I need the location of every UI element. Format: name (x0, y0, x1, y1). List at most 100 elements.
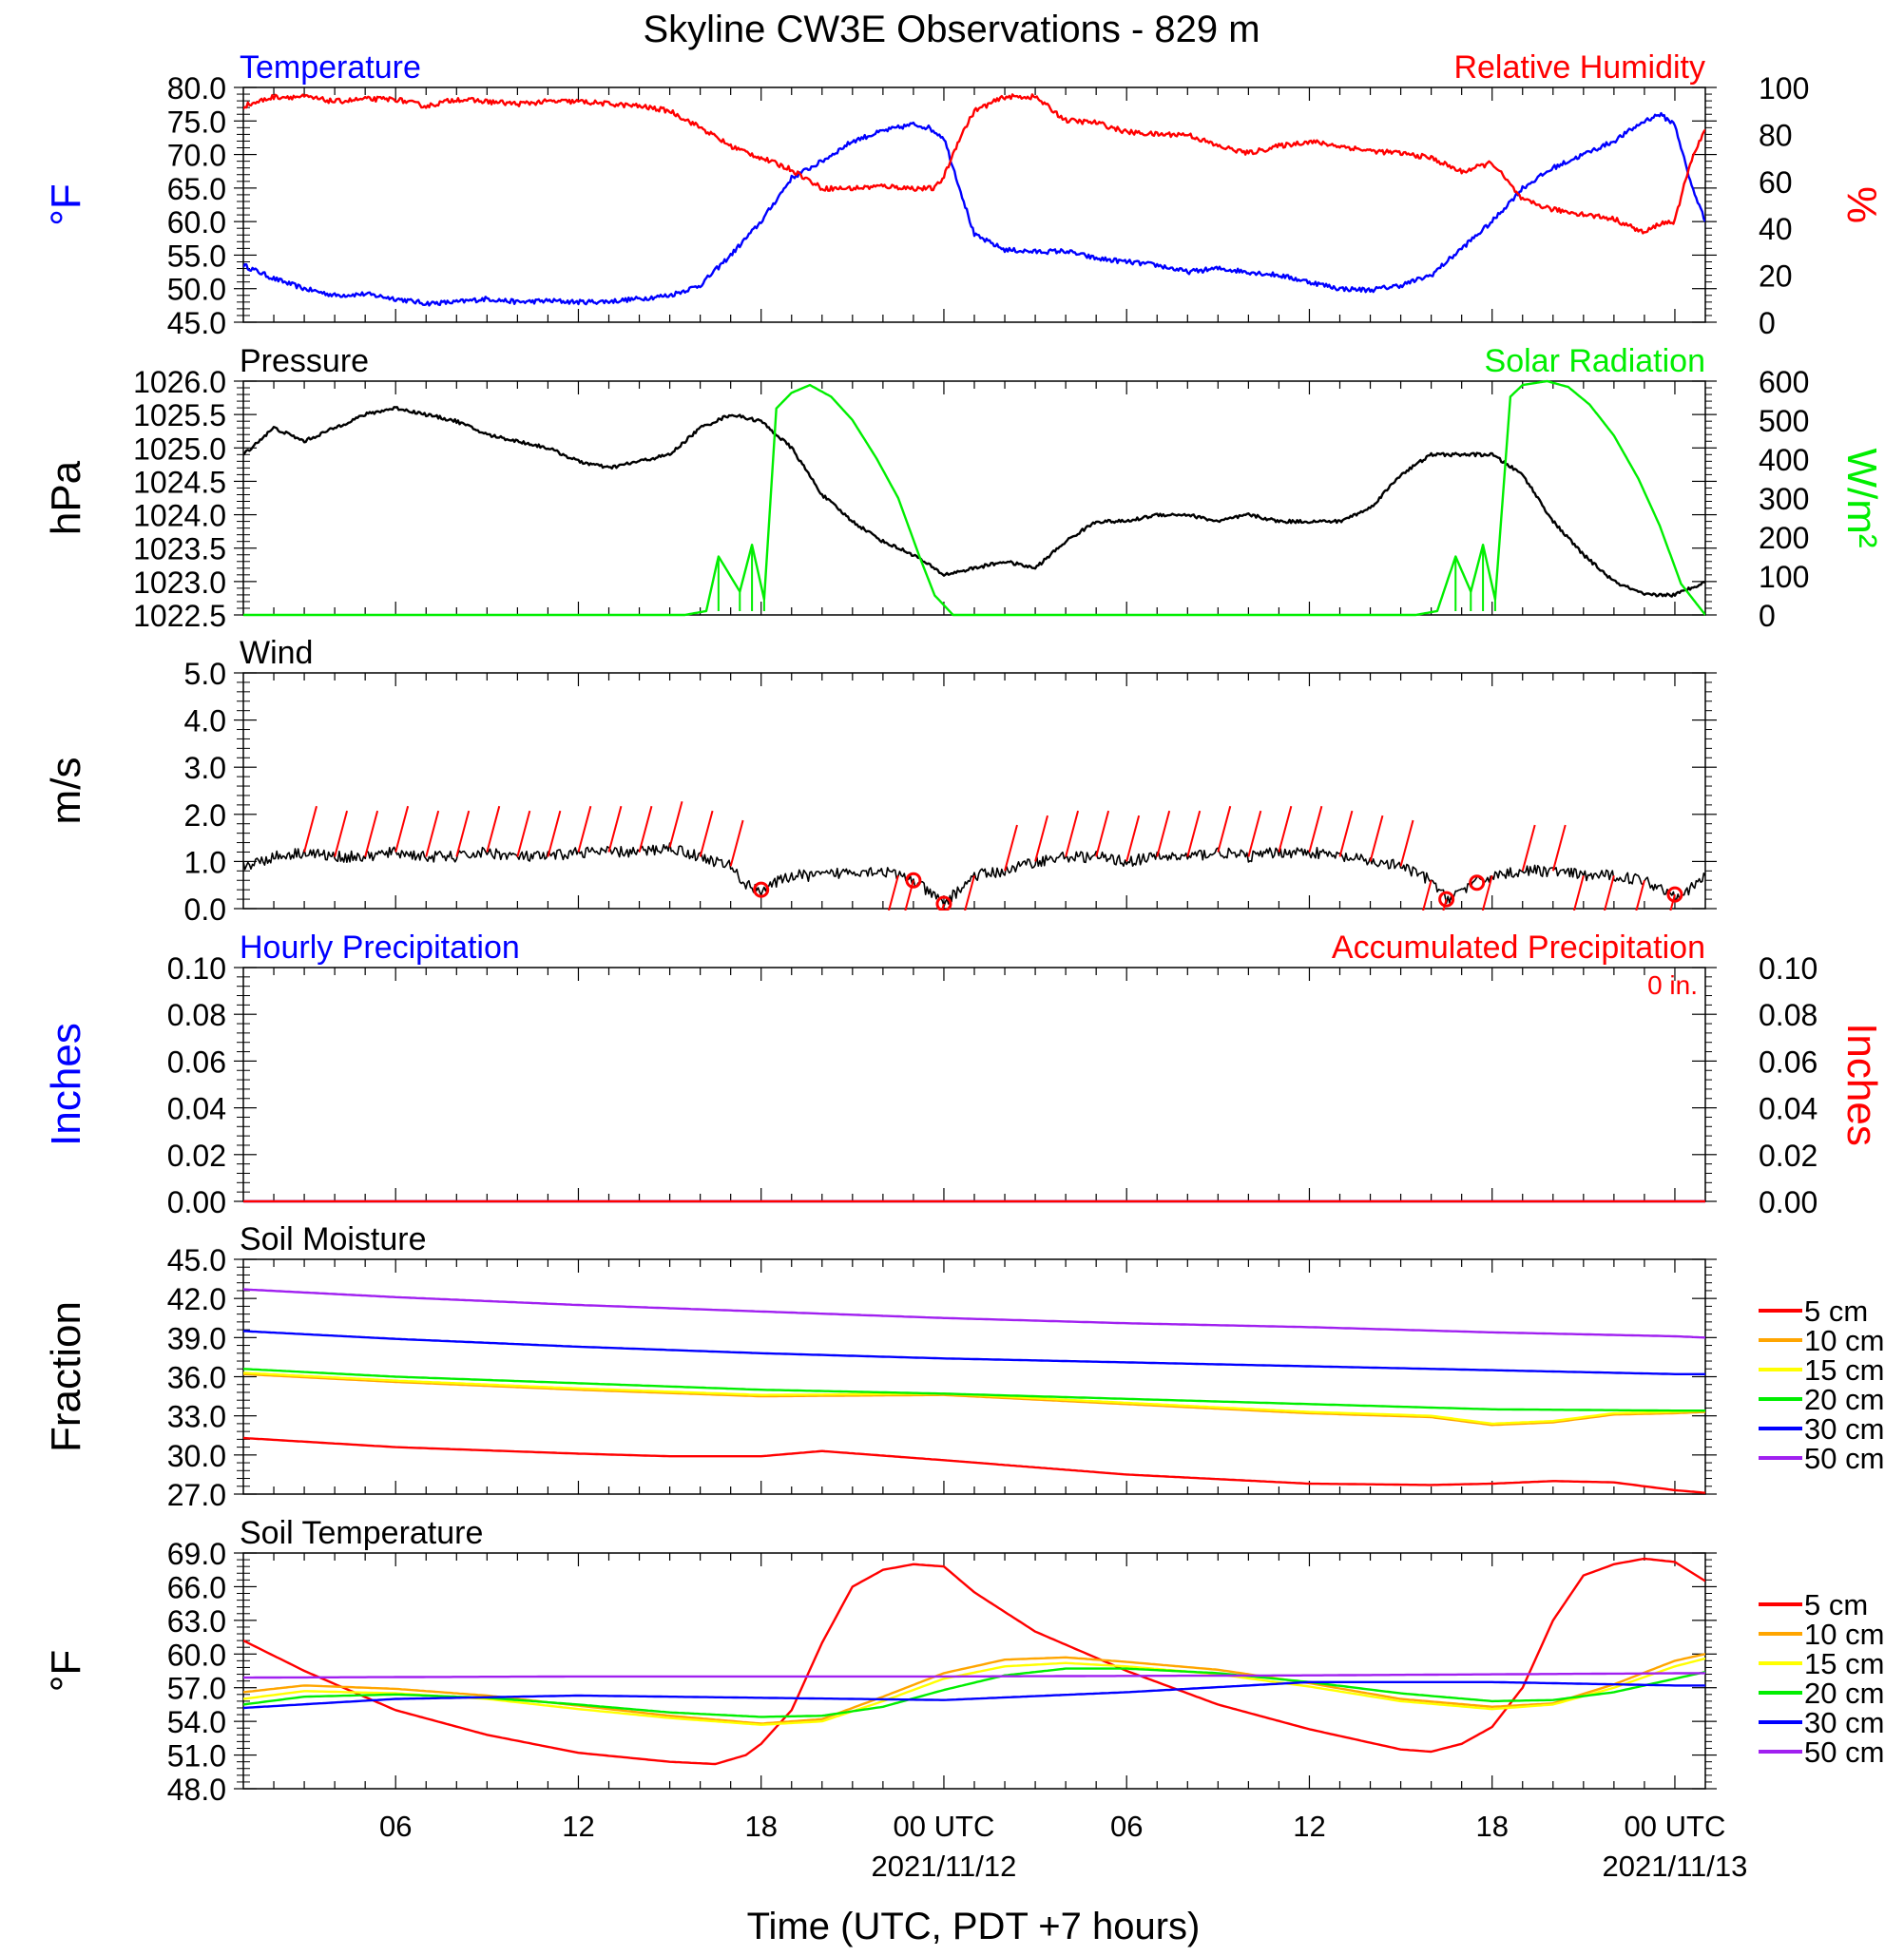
wind-barb (607, 805, 623, 853)
y-tick-label-left: 42.0 (167, 1282, 226, 1316)
panel-title-left: Wind (240, 635, 313, 671)
y-tick-label-left: 55.0 (167, 239, 226, 273)
wind-barb (888, 875, 899, 911)
wind-barb (1125, 815, 1141, 862)
y-tick-label-left: 1025.0 (133, 431, 226, 466)
y-tick-label-left: 2.0 (184, 798, 226, 833)
y-tick-label-right: 100 (1759, 71, 1809, 105)
y-tick-label-left: 80.0 (167, 71, 226, 105)
panel-title-left: Hourly Precipitation (240, 930, 520, 966)
panel-title-left: Soil Temperature (240, 1515, 483, 1551)
y-tick-label-left: 63.0 (167, 1604, 226, 1639)
chart-title: Skyline CW3E Observations - 829 m (643, 9, 1260, 50)
series-group (243, 1557, 1705, 1766)
panel-pres_solar: 1026.01025.51025.01024.51024.01023.51023… (43, 343, 1885, 633)
y-axis-label-left: hPa (43, 460, 89, 535)
wind-barb (1156, 810, 1171, 857)
y-tick-label-left: 51.0 (167, 1739, 226, 1774)
y-tick-label-left: 75.0 (167, 105, 226, 139)
wind-barb (1065, 810, 1080, 857)
panel-wind: 5.0 4.0 3.0 2.0 1.0 0.0 m/s Wind (43, 635, 1717, 927)
panel-title-left: Temperature (240, 49, 421, 86)
y-tick-label-left: 65.0 (167, 172, 226, 206)
y-tick-label-left: 1023.0 (133, 566, 226, 600)
legend-label: 10 cm (1804, 1324, 1884, 1357)
y-tick-label-right: 20 (1759, 259, 1793, 294)
wind-barb (1422, 879, 1433, 911)
x-tick-label: 00 UTC (1625, 1810, 1726, 1843)
series-relative-humidity (243, 93, 1705, 235)
y-tick-label-left: 0.00 (167, 1185, 226, 1219)
legend-label: 15 cm (1804, 1647, 1884, 1680)
y-tick-label-right: 100 (1759, 560, 1809, 594)
y-tick-label-left: 45.0 (167, 1243, 226, 1277)
y-tick-label-left: 45.0 (167, 306, 226, 340)
legend-label: 20 cm (1804, 1677, 1884, 1710)
y-tick-label-left: 0.08 (167, 998, 226, 1032)
y-tick-label-left: 48.0 (167, 1773, 226, 1807)
legend-label: 5 cm (1804, 1294, 1868, 1328)
wind-barb (303, 805, 317, 853)
y-tick-label-left: 1023.5 (133, 532, 226, 566)
y-tick-label-right: 500 (1759, 404, 1809, 438)
x-tick-label: 06 (379, 1810, 412, 1843)
wind-barb (638, 805, 653, 853)
plot-frame (242, 1258, 1706, 1495)
y-tick-label-left: 0.04 (167, 1092, 226, 1126)
y-tick-label-right: 0.10 (1759, 951, 1817, 986)
panel-title-right: Accumulated Precipitation (1332, 930, 1705, 966)
wind-barb (486, 805, 501, 853)
y-tick-label-left: 60.0 (167, 205, 226, 240)
y-tick-label-left: 3.0 (184, 751, 226, 785)
wind-barb (1604, 875, 1615, 911)
series-group (243, 800, 1705, 911)
panel-title-left: Soil Moisture (240, 1221, 427, 1257)
wind-calm-marker (1666, 886, 1683, 903)
x-tick-label: 18 (744, 1810, 777, 1843)
y-tick-label-left: 1024.5 (133, 465, 226, 499)
x-tick-label: 06 (1110, 1810, 1143, 1843)
wind-barb (1186, 810, 1202, 857)
y-tick-label-left: 1025.5 (133, 398, 226, 432)
panel-soil_temp: 69.066.063.060.057.054.051.048.0 °F Soil T… (43, 1515, 1884, 1807)
plot-frame (242, 86, 1706, 323)
series-group (243, 93, 1705, 307)
wind-barb (729, 819, 744, 867)
wind-calm-marker (905, 872, 922, 889)
series-30-cm (243, 1330, 1705, 1376)
legend-label: 15 cm (1804, 1353, 1884, 1387)
panel-title-right: Relative Humidity (1453, 49, 1705, 86)
y-tick-label-right: 0 (1759, 599, 1776, 633)
y-tick-label-left: 0.0 (184, 892, 226, 927)
y-tick-label-left: 5.0 (184, 657, 226, 691)
y-tick-label-left: 66.0 (167, 1570, 226, 1604)
wind-barb (394, 805, 410, 853)
panel-title-right: Solar Radiation (1485, 343, 1705, 379)
series-20-cm (243, 1368, 1705, 1412)
legend-label: 5 cm (1804, 1588, 1868, 1621)
y-tick-label-left: 0.06 (167, 1045, 226, 1079)
x-tick-label: 12 (562, 1810, 594, 1843)
x-axis-title: Time (UTC, PDT +7 hours) (747, 1906, 1201, 1947)
y-tick-label-left: 54.0 (167, 1705, 226, 1739)
y-axis-label-right: % (1838, 186, 1885, 223)
wind-barb (1572, 875, 1585, 911)
y-axis-label-right: W/m² (1838, 448, 1885, 547)
y-tick-label-left: 1024.0 (133, 499, 226, 533)
y-axis-label-right: Inches (1838, 1023, 1885, 1146)
y-tick-label-right: 200 (1759, 521, 1809, 555)
series-group (243, 1288, 1705, 1494)
series-50-cm (243, 1288, 1705, 1339)
wind-barb (425, 810, 440, 857)
series-15-cm (243, 1657, 1705, 1726)
y-tick-label-right: 0.08 (1759, 998, 1817, 1032)
y-axis-label-left: °F (43, 1650, 89, 1692)
precip-total-annotation: 0 in. (1647, 970, 1698, 1000)
y-tick-label-left: 36.0 (167, 1361, 226, 1395)
series-5-cm (243, 1557, 1705, 1766)
y-tick-label-right: 80 (1759, 118, 1793, 152)
x-tick-date: 2021/11/13 (1603, 1850, 1748, 1883)
wind-calm-marker (753, 881, 770, 898)
legend-label: 10 cm (1804, 1618, 1884, 1651)
